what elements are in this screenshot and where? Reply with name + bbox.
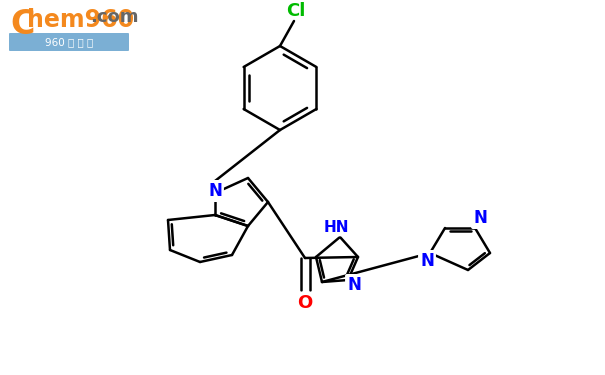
Text: 960 化 工 网: 960 化 工 网 (45, 37, 93, 47)
Text: C: C (10, 8, 34, 41)
Text: N: N (347, 276, 361, 294)
Text: Cl: Cl (286, 2, 306, 20)
Text: HN: HN (323, 219, 348, 234)
Text: N: N (420, 252, 434, 270)
Text: O: O (298, 294, 313, 312)
FancyBboxPatch shape (9, 33, 129, 51)
Text: .com: .com (90, 8, 139, 26)
Text: N: N (473, 209, 487, 227)
Text: N: N (208, 182, 222, 200)
Text: hem960: hem960 (27, 8, 134, 32)
